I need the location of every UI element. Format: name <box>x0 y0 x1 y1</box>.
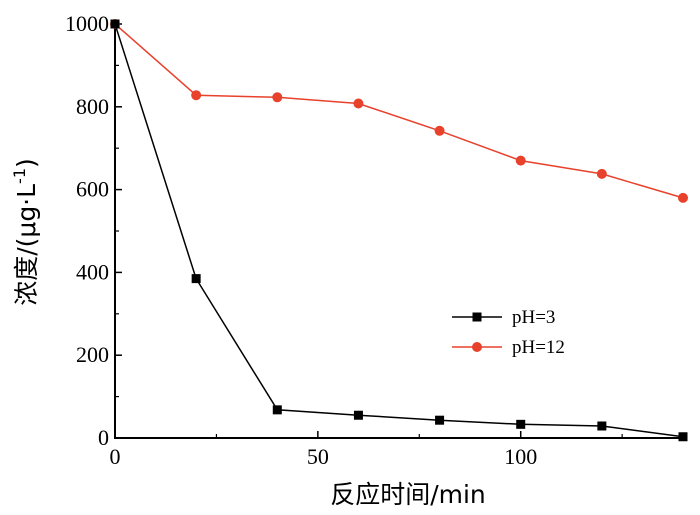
x-axis-title: 反应时间/min <box>330 480 486 509</box>
data-point <box>272 92 283 103</box>
data-point <box>597 421 607 431</box>
y-tick-label: 600 <box>76 177 109 202</box>
series-pH=12 <box>110 19 688 203</box>
data-point <box>110 19 120 29</box>
legend-entry: pH=3 <box>452 307 555 328</box>
data-point <box>516 419 526 429</box>
data-point <box>596 168 607 179</box>
y-tick-label: 800 <box>76 94 109 119</box>
data-point <box>272 405 282 415</box>
legend-marker <box>472 312 482 322</box>
data-point <box>353 98 364 109</box>
series-layer <box>110 19 688 442</box>
series-line <box>114 23 684 438</box>
x-tick-label: 0 <box>110 444 121 469</box>
data-point <box>678 192 688 203</box>
y-tick-label: 200 <box>76 342 109 367</box>
legend-label: pH=12 <box>512 337 565 358</box>
data-point <box>515 155 526 166</box>
data-point <box>678 432 688 442</box>
tick-labels: 0 200 400 600 800 1000 0 50 100 <box>65 11 537 469</box>
series-pH=3 <box>110 19 688 442</box>
y-axis-title: 浓度/(μg·L-1) <box>10 158 41 306</box>
x-tick-label: 100 <box>504 444 537 469</box>
y-axis-title-main: 浓度/(μg·L <box>12 184 41 306</box>
x-tick-label: 50 <box>307 444 329 469</box>
legend: pH=3 pH=12 <box>452 307 565 358</box>
axes <box>114 23 683 439</box>
y-axis-title-superscript: -1 <box>10 168 29 184</box>
legend-marker <box>472 342 482 352</box>
legend-entry: pH=12 <box>452 337 565 358</box>
y-tick-label: 1000 <box>65 11 109 36</box>
y-tick-label: 400 <box>76 259 109 284</box>
data-point <box>353 410 363 420</box>
data-point <box>191 90 202 101</box>
tick-marks <box>114 23 623 439</box>
y-axis-title-close: ) <box>12 158 41 168</box>
data-point <box>191 274 201 284</box>
legend-label: pH=3 <box>512 307 555 328</box>
y-tick-label: 0 <box>98 425 109 450</box>
series-line <box>114 23 684 199</box>
data-point <box>435 415 445 425</box>
data-point <box>434 125 445 136</box>
